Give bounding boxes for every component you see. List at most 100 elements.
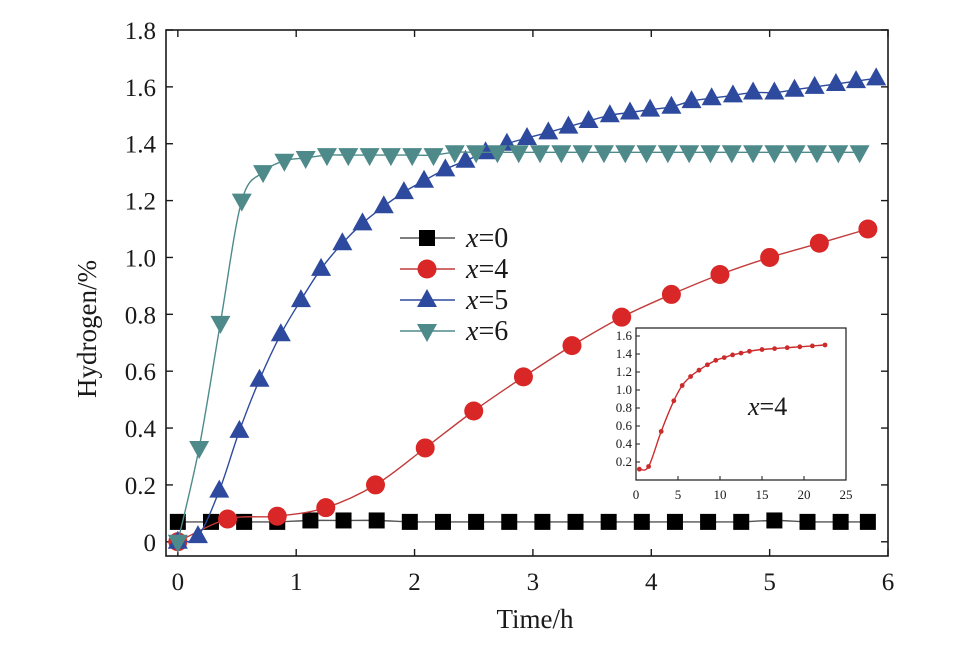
data-point-triangle-down bbox=[253, 165, 274, 184]
y-tick-label: 1.4 bbox=[125, 132, 157, 159]
inset-data-point bbox=[646, 464, 651, 469]
data-point-circle bbox=[513, 367, 533, 387]
data-point-square bbox=[335, 512, 352, 529]
data-point-square bbox=[766, 512, 783, 529]
x-tick-label: 3 bbox=[527, 569, 540, 596]
data-point-triangle-down bbox=[785, 145, 806, 164]
data-point-triangle-up bbox=[538, 121, 559, 140]
data-point-circle bbox=[809, 233, 829, 253]
data-point-triangle-down bbox=[700, 145, 721, 164]
x-tick-label: 5 bbox=[763, 569, 776, 596]
data-point-triangle-down bbox=[359, 148, 380, 167]
data-point-triangle-down bbox=[210, 315, 231, 334]
data-point-triangle-up bbox=[866, 67, 887, 86]
inset-y-tick-label: 0.6 bbox=[616, 418, 633, 433]
data-point-triangle-down bbox=[615, 145, 636, 164]
series-line bbox=[177, 151, 860, 542]
inset-y-tick-label: 0.4 bbox=[616, 436, 633, 451]
legend-marker-circle bbox=[417, 259, 437, 279]
legend-label-eq: = bbox=[478, 223, 494, 254]
data-point-circle bbox=[858, 219, 878, 239]
legend-label-val: 4 bbox=[494, 254, 508, 285]
x-tick-label: 4 bbox=[645, 569, 658, 596]
data-point-triangle-down bbox=[402, 148, 423, 167]
inset-y-tick-label: 1.4 bbox=[616, 346, 633, 361]
data-point-triangle-up bbox=[640, 98, 661, 117]
x-tick-label: 6 bbox=[882, 569, 895, 596]
inset-data-point bbox=[730, 352, 735, 358]
inset-y-tick-label: 1.2 bbox=[616, 364, 632, 379]
data-point-triangle-down bbox=[508, 145, 529, 164]
main-series-group bbox=[167, 67, 887, 553]
inset-data-point bbox=[772, 346, 777, 351]
data-point-triangle-up bbox=[229, 419, 250, 438]
inset-data-point bbox=[810, 343, 815, 349]
data-point-triangle-down bbox=[721, 145, 742, 164]
inset-y-tick-label: 0.8 bbox=[616, 400, 632, 415]
data-point-triangle-down bbox=[572, 145, 593, 164]
data-point-triangle-up bbox=[846, 70, 867, 89]
inset-annotation: x=4 bbox=[747, 392, 787, 421]
data-point-square bbox=[666, 513, 683, 530]
inset-data-point bbox=[658, 429, 664, 434]
legend-label-var: x bbox=[465, 316, 479, 347]
legend-label-val: 0 bbox=[494, 223, 508, 254]
data-point-square bbox=[534, 513, 551, 530]
data-point-triangle-up bbox=[743, 81, 764, 100]
x-tick-label: 0 bbox=[172, 569, 185, 596]
inset-x-tick-label: 10 bbox=[714, 487, 727, 502]
y-tick-label: 1.2 bbox=[125, 189, 156, 216]
data-point-circle bbox=[464, 401, 484, 421]
inset-x-tick-label: 25 bbox=[840, 487, 853, 502]
data-point-square bbox=[733, 513, 750, 530]
inset-y-tick-label: 1.6 bbox=[616, 328, 633, 343]
y-tick-label: 0 bbox=[144, 530, 157, 557]
data-point-triangle-up bbox=[270, 323, 291, 342]
data-point-square bbox=[434, 513, 451, 530]
inset-annotation-rest: =4 bbox=[760, 392, 788, 421]
main-plot-frame bbox=[165, 29, 889, 557]
data-point-square bbox=[202, 513, 219, 530]
data-point-triangle-down bbox=[295, 150, 316, 169]
data-point-triangle-up bbox=[599, 104, 620, 123]
series-circle bbox=[168, 219, 878, 552]
data-point-square bbox=[832, 513, 849, 530]
data-point-triangle-up bbox=[455, 149, 476, 168]
data-point-triangle-up bbox=[332, 232, 353, 251]
data-point-triangle-up bbox=[290, 289, 311, 308]
data-point-triangle-up bbox=[804, 75, 825, 94]
data-point-triangle-down bbox=[189, 440, 210, 459]
y-axis-title: Hydrogen/% bbox=[72, 260, 102, 398]
data-point-square bbox=[368, 512, 385, 529]
legend-label-eq: = bbox=[478, 316, 494, 347]
legend-label-var: x bbox=[465, 285, 479, 316]
data-point-triangle-up bbox=[681, 90, 702, 109]
data-point-triangle-up bbox=[373, 195, 394, 214]
data-point-triangle-down bbox=[849, 145, 870, 164]
inset-y-tick-label: 0.2 bbox=[616, 454, 632, 469]
data-point-triangle-down bbox=[806, 145, 827, 164]
data-point-square bbox=[501, 513, 518, 530]
legend-label-val: 5 bbox=[494, 285, 508, 316]
data-point-circle bbox=[415, 438, 435, 458]
data-point-triangle-down bbox=[487, 145, 508, 164]
legend-label: x=6 bbox=[465, 316, 508, 347]
legend: x=0x=4x=5x=6 bbox=[400, 223, 508, 347]
inset-data-point bbox=[696, 367, 702, 373]
data-point-triangle-down bbox=[743, 145, 764, 164]
data-point-triangle-down bbox=[764, 145, 785, 164]
data-point-triangle-down bbox=[231, 193, 252, 212]
inset-data-point bbox=[759, 347, 765, 352]
data-point-triangle-up bbox=[517, 127, 537, 146]
inset-data-point bbox=[671, 398, 677, 404]
data-point-square bbox=[567, 513, 584, 530]
data-point-circle bbox=[661, 284, 681, 304]
x-axis-title: Time/h bbox=[496, 604, 574, 634]
data-point-triangle-up bbox=[414, 169, 435, 188]
inset-data-point bbox=[747, 348, 752, 354]
data-point-square bbox=[799, 513, 816, 530]
y-tick-label: 0.8 bbox=[125, 302, 156, 329]
legend-label-val: 6 bbox=[494, 316, 508, 347]
